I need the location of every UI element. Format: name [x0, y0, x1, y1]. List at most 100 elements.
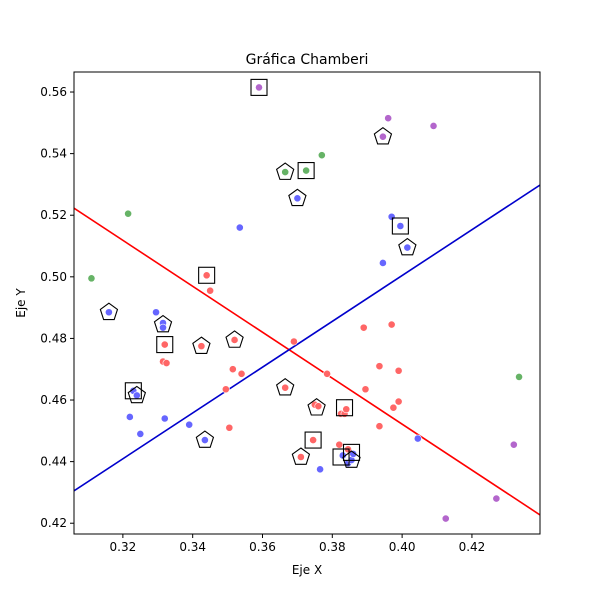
- pentagon-marker: [398, 237, 417, 256]
- x-tick-label: 0.32: [110, 540, 137, 554]
- point-blue: [413, 434, 422, 443]
- point-blue: [396, 222, 405, 230]
- point-red: [342, 405, 351, 414]
- plot-area: [74, 78, 540, 523]
- x-tick-label: 0.34: [179, 540, 206, 554]
- point-red: [394, 366, 403, 375]
- point-blue: [379, 259, 387, 267]
- pentagon-marker: [192, 336, 211, 354]
- point-purple: [384, 114, 393, 123]
- pentagon-marker: [195, 430, 215, 448]
- point-green: [515, 373, 523, 381]
- point-green: [281, 168, 290, 176]
- pentagon-marker: [225, 330, 244, 348]
- point-red: [389, 403, 398, 412]
- pentagon-marker: [99, 302, 119, 321]
- square-marker: [304, 431, 322, 449]
- x-tick-label: 0.42: [459, 540, 486, 554]
- axis-ticks: 0.32 0.34 0.36 0.38 0.40 0.42 0.42 0.44 0.46 0.48…: [40, 85, 485, 554]
- point-red: [314, 402, 323, 411]
- chart-marks: [74, 78, 540, 523]
- point-red: [387, 320, 396, 329]
- point-purple: [441, 514, 450, 523]
- chart-title: Gráfica Chamberi: [246, 52, 369, 68]
- y-tick-label: 0.44: [40, 455, 67, 469]
- point-purple: [255, 83, 263, 92]
- y-tick-label: 0.42: [40, 516, 67, 530]
- point-blue: [160, 414, 169, 423]
- x-tick-label: 0.38: [319, 540, 346, 554]
- point-red: [335, 440, 344, 449]
- x-axis-label: Eje X: [292, 563, 322, 577]
- pentagon-marker: [275, 378, 295, 396]
- point-blue: [136, 429, 145, 438]
- point-red: [323, 369, 331, 378]
- point-red: [160, 340, 169, 349]
- x-tick-label: 0.40: [389, 540, 416, 554]
- square-marker: [332, 448, 350, 466]
- point-purple: [492, 494, 501, 503]
- point-red: [375, 362, 384, 371]
- y-tick-label: 0.50: [40, 270, 67, 284]
- point-blue: [235, 223, 244, 232]
- point-red: [202, 271, 211, 280]
- square-marker: [250, 78, 268, 96]
- pentagon-marker: [373, 127, 393, 145]
- point-red: [394, 397, 403, 406]
- square-marker: [124, 382, 142, 400]
- point-blue: [293, 194, 302, 203]
- point-green: [317, 151, 326, 160]
- pentagon-marker: [153, 314, 173, 333]
- point-red: [230, 336, 239, 344]
- pentagon-marker: [342, 450, 361, 468]
- point-blue: [159, 323, 167, 332]
- point-blue: [125, 413, 134, 421]
- point-red: [206, 286, 215, 295]
- point-purple: [379, 132, 387, 141]
- point-red: [361, 385, 370, 394]
- point-blue: [132, 391, 141, 400]
- regression-line-red: [74, 207, 540, 516]
- point-green: [87, 274, 96, 283]
- pentagon-marker: [288, 188, 307, 207]
- point-red: [281, 383, 290, 392]
- point-blue: [200, 436, 209, 444]
- point-purple: [429, 122, 438, 130]
- point-red: [197, 342, 206, 351]
- y-axis-label: Eje Y: [14, 288, 28, 318]
- y-tick-label: 0.52: [40, 208, 67, 222]
- regression-line-blue: [74, 184, 540, 492]
- y-tick-label: 0.54: [40, 147, 67, 161]
- pentagon-marker: [127, 385, 147, 404]
- point-blue: [403, 243, 412, 252]
- point-red: [309, 436, 318, 444]
- pentagon-marker: [291, 447, 311, 465]
- square-marker: [198, 266, 216, 284]
- square-marker: [156, 336, 174, 354]
- point-blue: [105, 308, 113, 317]
- point-red: [296, 453, 305, 461]
- point-blue: [387, 212, 396, 221]
- point-blue: [152, 308, 160, 317]
- y-tick-label: 0.46: [40, 393, 67, 407]
- point-blue: [349, 450, 358, 458]
- point-red: [237, 369, 246, 378]
- point-purple: [509, 440, 518, 449]
- point-red: [225, 423, 234, 432]
- point-red: [290, 337, 298, 346]
- square-marker: [335, 399, 354, 417]
- point-green: [302, 166, 311, 175]
- y-tick-label: 0.48: [40, 331, 67, 345]
- pentagon-marker: [307, 398, 326, 416]
- plot-frame: [73, 71, 541, 535]
- square-marker: [391, 217, 409, 235]
- pentagon-marker: [275, 162, 295, 180]
- point-red: [359, 323, 368, 332]
- point-green: [124, 209, 133, 218]
- x-tick-label: 0.36: [249, 540, 276, 554]
- point-blue: [316, 465, 324, 474]
- square-marker: [342, 443, 361, 461]
- point-red: [162, 359, 171, 367]
